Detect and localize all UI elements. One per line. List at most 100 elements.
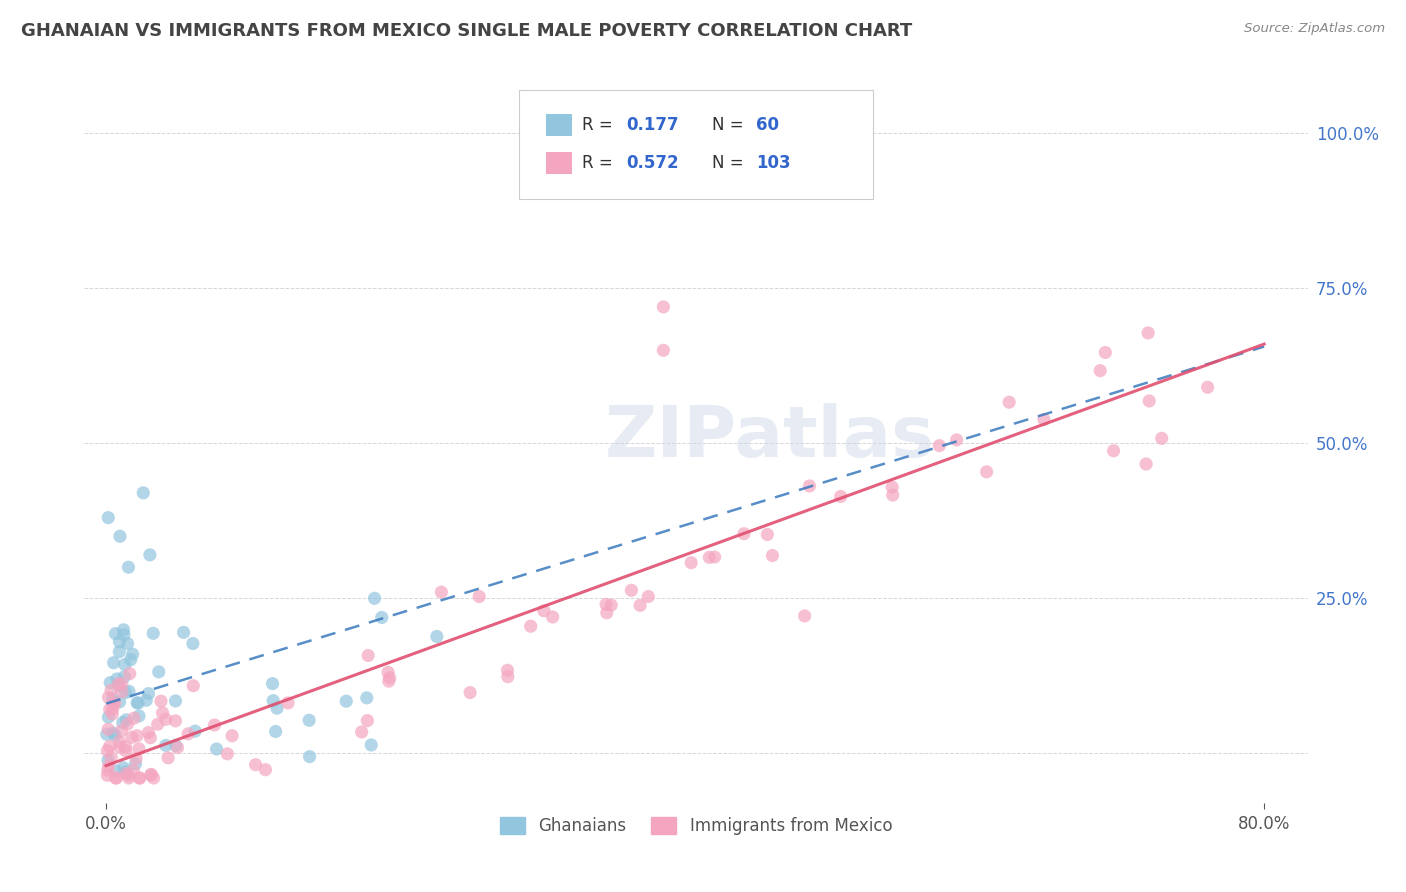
Point	[112, 628, 135, 642]
Point	[112, 761, 135, 775]
Point	[830, 490, 852, 504]
Point	[98, 675, 121, 690]
Point	[756, 527, 779, 541]
Point	[148, 665, 170, 679]
Point	[139, 731, 162, 745]
Point	[128, 771, 150, 785]
Point	[118, 666, 141, 681]
Point	[277, 696, 299, 710]
Point	[104, 771, 127, 785]
Point	[378, 671, 401, 685]
Point	[111, 685, 134, 699]
Point	[1135, 457, 1157, 471]
Point	[104, 728, 127, 742]
Point	[138, 725, 160, 739]
Point	[107, 677, 129, 691]
Point	[1197, 380, 1219, 394]
Point	[152, 706, 174, 720]
Point	[97, 690, 120, 705]
Point	[128, 771, 150, 785]
Point	[104, 764, 127, 778]
Point	[254, 763, 277, 777]
Point	[112, 623, 135, 637]
Point	[115, 766, 138, 780]
Text: ZIPatlas: ZIPatlas	[605, 402, 935, 472]
Point	[115, 713, 138, 727]
Point	[681, 556, 703, 570]
Point	[703, 549, 725, 564]
Point	[101, 692, 124, 706]
Point	[596, 606, 619, 620]
Point	[541, 610, 564, 624]
Point	[112, 670, 135, 684]
Point	[761, 549, 783, 563]
Point	[266, 701, 288, 715]
Point	[652, 343, 675, 358]
Point	[173, 625, 195, 640]
Point	[533, 604, 555, 618]
Point	[108, 635, 131, 649]
Point	[142, 626, 165, 640]
Point	[114, 739, 136, 754]
Point	[118, 771, 141, 785]
Point	[114, 657, 136, 672]
Text: N =: N =	[711, 153, 749, 172]
Point	[104, 626, 127, 640]
Point	[1137, 326, 1160, 340]
Point	[142, 771, 165, 785]
Point	[1150, 431, 1173, 445]
Point	[181, 679, 204, 693]
Point	[298, 713, 321, 727]
Text: 103: 103	[756, 153, 790, 172]
Point	[121, 731, 143, 745]
Point	[111, 676, 134, 690]
Point	[125, 751, 148, 765]
Point	[108, 740, 131, 755]
Point	[1094, 345, 1116, 359]
Point	[496, 670, 519, 684]
Point	[637, 590, 659, 604]
Point	[1090, 364, 1112, 378]
Point	[264, 724, 287, 739]
Point	[262, 694, 284, 708]
Point	[165, 714, 187, 728]
Text: N =: N =	[711, 116, 749, 134]
Point	[108, 735, 131, 749]
Point	[882, 480, 904, 494]
Point	[101, 702, 124, 716]
Point	[377, 665, 399, 680]
Point	[595, 598, 617, 612]
Point	[108, 645, 131, 659]
Point	[221, 729, 243, 743]
Point	[121, 647, 143, 661]
Point	[165, 739, 187, 753]
Point	[600, 598, 623, 612]
Point	[120, 653, 142, 667]
Point	[103, 698, 125, 712]
Point	[138, 687, 160, 701]
Point	[98, 739, 121, 754]
Text: 0.177: 0.177	[626, 116, 679, 134]
Point	[204, 718, 226, 732]
Text: Source: ZipAtlas.com: Source: ZipAtlas.com	[1244, 22, 1385, 36]
Point	[128, 741, 150, 756]
Text: R =: R =	[582, 116, 619, 134]
Point	[184, 724, 207, 739]
Point	[127, 696, 149, 710]
Point	[122, 711, 145, 725]
Point	[426, 630, 449, 644]
Point	[96, 768, 118, 782]
Point	[155, 712, 177, 726]
Point	[976, 465, 998, 479]
Point	[124, 756, 146, 771]
Point	[110, 723, 132, 738]
Point	[620, 583, 643, 598]
Point	[97, 764, 120, 778]
Legend: Ghanaians, Immigrants from Mexico: Ghanaians, Immigrants from Mexico	[494, 811, 898, 842]
Point	[139, 768, 162, 782]
Point	[108, 695, 131, 709]
FancyBboxPatch shape	[519, 90, 873, 200]
Point	[356, 690, 378, 705]
Point	[628, 599, 651, 613]
Point	[97, 510, 120, 524]
